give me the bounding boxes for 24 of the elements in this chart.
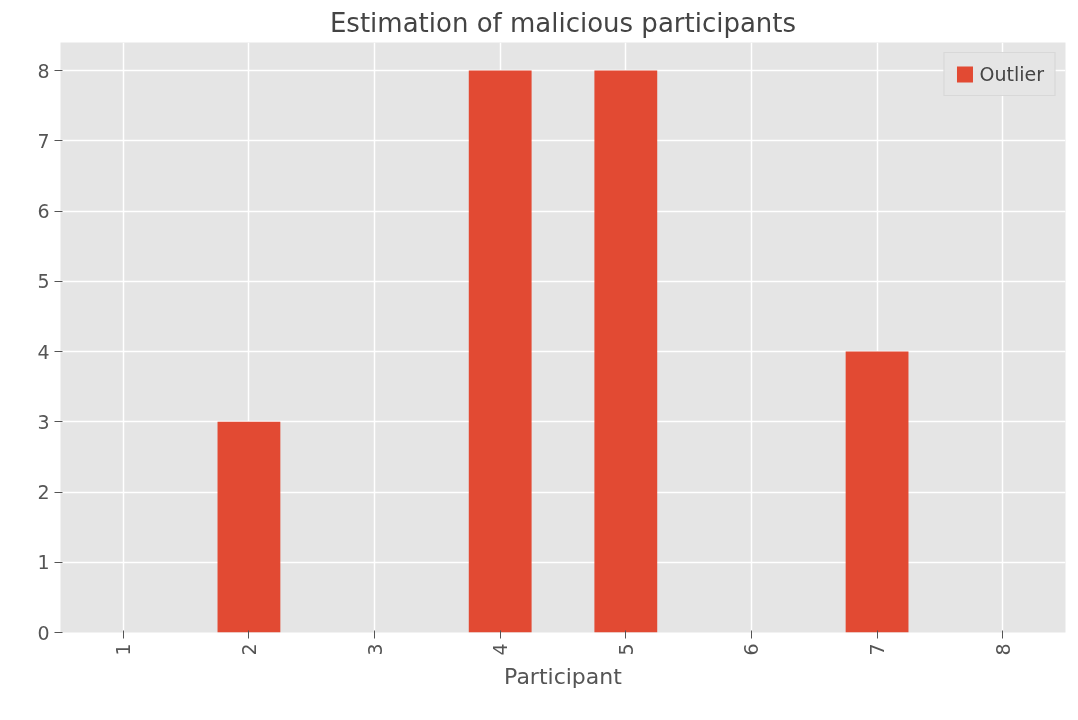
- x-tick-label: 7: [866, 643, 889, 656]
- bar: [594, 70, 658, 633]
- y-tick-label: 2: [37, 481, 50, 504]
- x-tick-label: 3: [363, 643, 386, 656]
- y-tick-label: 3: [37, 410, 50, 433]
- bar: [468, 70, 532, 633]
- y-tick-label: 1: [37, 551, 50, 574]
- x-tick-label: 5: [614, 643, 637, 656]
- bar: [845, 351, 909, 633]
- bar: [217, 421, 281, 633]
- y-tick-label: 8: [37, 59, 50, 82]
- x-tick-label: 1: [112, 643, 135, 656]
- y-tick-label: 4: [37, 340, 50, 363]
- y-tick-label: 0: [37, 621, 50, 644]
- x-axis-title: Participant: [504, 663, 623, 689]
- x-tick-label: 6: [740, 643, 763, 656]
- x-tick-label: 2: [237, 643, 260, 656]
- x-tick-label: 8: [991, 643, 1014, 656]
- y-tick-label: 5: [37, 270, 50, 293]
- y-tick-label: 7: [37, 129, 50, 152]
- y-tick-label: 6: [37, 200, 50, 223]
- chart-title: Estimation of malicious participants: [329, 7, 797, 38]
- legend-label: Outlier: [979, 63, 1044, 85]
- x-tick-label: 4: [489, 643, 512, 656]
